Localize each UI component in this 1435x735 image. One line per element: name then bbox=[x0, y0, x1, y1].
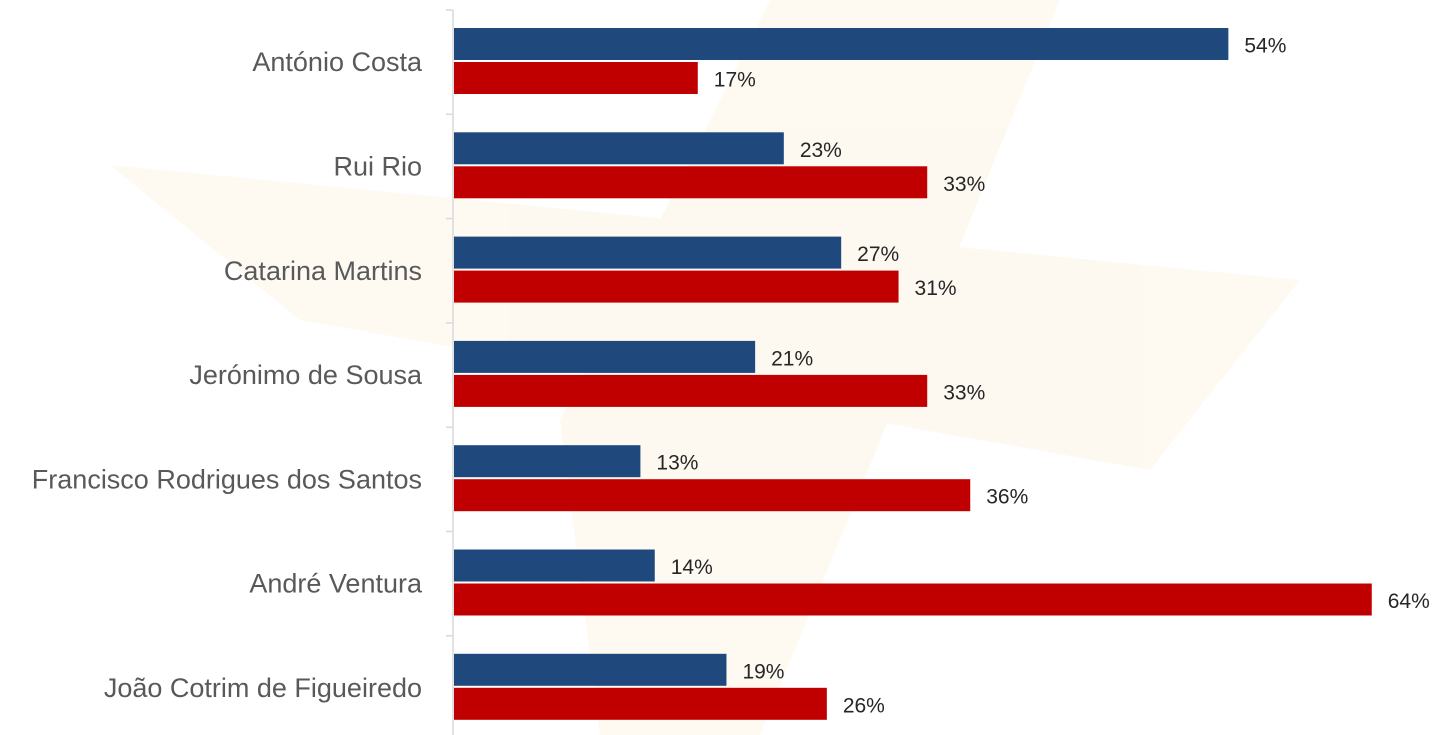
bar-series-2-joao-cotrim-de-figueiredo bbox=[454, 688, 827, 720]
data-label-series-2-jeronimo-de-sousa: 33% bbox=[943, 381, 985, 404]
category-label-francisco-rodrigues-dos-santos: Francisco Rodrigues dos Santos bbox=[32, 464, 422, 494]
bar-series-1-francisco-rodrigues-dos-santos bbox=[454, 445, 640, 477]
bar-series-2-rui-rio bbox=[454, 166, 927, 198]
data-label-series-2-andre-ventura: 64% bbox=[1388, 590, 1430, 613]
bar-series-1-rui-rio bbox=[454, 132, 784, 164]
bar-series-1-joao-cotrim-de-figueiredo bbox=[454, 654, 726, 686]
data-label-series-2-joao-cotrim-de-figueiredo: 26% bbox=[843, 694, 885, 717]
category-labels: António Costa Rui Rio Catarina Martins Jeró… bbox=[32, 47, 423, 703]
data-label-series-2-rui-rio: 33% bbox=[943, 173, 985, 196]
bar-series-1-catarina-martins bbox=[454, 237, 841, 269]
category-label-antonio-costa: António Costa bbox=[252, 47, 423, 77]
data-label-series-1-andre-ventura: 14% bbox=[671, 556, 713, 579]
data-label-series-1-francisco-rodrigues-dos-santos: 13% bbox=[656, 452, 698, 475]
data-label-series-2-antonio-costa: 17% bbox=[714, 69, 756, 92]
category-label-jeronimo-de-sousa: Jerónimo de Sousa bbox=[189, 360, 423, 390]
data-label-series-1-catarina-martins: 27% bbox=[857, 243, 899, 266]
bar-series-2-francisco-rodrigues-dos-santos bbox=[454, 479, 970, 511]
bar-series-2-catarina-martins bbox=[454, 271, 899, 303]
category-label-rui-rio: Rui Rio bbox=[333, 151, 422, 181]
data-label-series-1-rui-rio: 23% bbox=[800, 139, 842, 162]
category-label-joao-cotrim-de-figueiredo: João Cotrim de Figueiredo bbox=[104, 673, 422, 703]
bar-series-2-andre-ventura bbox=[454, 584, 1372, 616]
category-label-andre-ventura: André Ventura bbox=[249, 569, 423, 599]
bar-series-2-antonio-costa bbox=[454, 62, 698, 94]
bar-series-1-antonio-costa bbox=[454, 28, 1228, 60]
data-label-series-1-joao-cotrim-de-figueiredo: 19% bbox=[742, 660, 784, 683]
bar-series-1-jeronimo-de-sousa bbox=[454, 341, 755, 373]
category-axis bbox=[446, 10, 453, 735]
bar-series-2-jeronimo-de-sousa bbox=[454, 375, 927, 407]
category-label-catarina-martins: Catarina Martins bbox=[224, 256, 422, 286]
data-label-series-1-jeronimo-de-sousa: 21% bbox=[771, 347, 813, 370]
bar-series-1-andre-ventura bbox=[454, 550, 655, 582]
data-label-series-1-antonio-costa: 54% bbox=[1244, 35, 1286, 58]
data-label-series-2-francisco-rodrigues-dos-santos: 36% bbox=[986, 486, 1028, 509]
data-label-series-2-catarina-martins: 31% bbox=[915, 277, 957, 300]
